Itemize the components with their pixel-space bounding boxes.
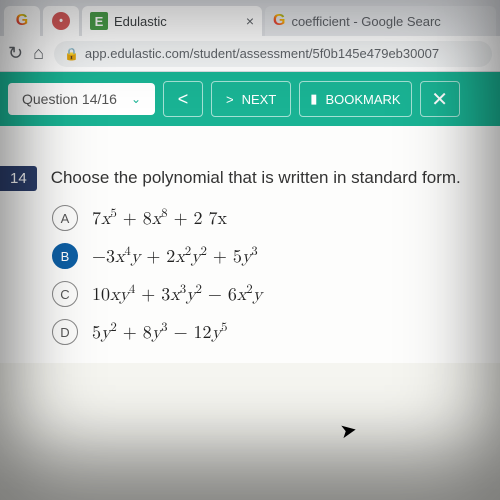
question-number-badge: 14 bbox=[0, 166, 37, 191]
choice-b[interactable]: B −3x4y + 2x2y2 + 5y3 bbox=[52, 243, 482, 269]
tab-title: Edulastic bbox=[114, 14, 167, 29]
tab-account[interactable]: • bbox=[43, 6, 79, 36]
bookmark-button[interactable]: ▮ BOOKMARK bbox=[299, 81, 411, 117]
chevron-down-icon: ⌄ bbox=[131, 92, 141, 106]
choice-a[interactable]: A 7x5 + 8x8 + 2 7x bbox=[52, 205, 482, 231]
choice-expression: −3x4y + 2x2y2 + 5y3 bbox=[92, 245, 258, 268]
prev-button[interactable]: < bbox=[163, 81, 203, 117]
close-button[interactable]: ✕ bbox=[420, 81, 460, 117]
home-icon[interactable]: ⌂ bbox=[33, 43, 44, 64]
lock-icon: 🔒 bbox=[64, 47, 79, 61]
browser-tab-strip: G • E Edulastic × G coefficient - Google… bbox=[0, 0, 500, 36]
edulastic-icon: E bbox=[90, 12, 108, 30]
question-selector[interactable]: Question 14/16 ⌄ bbox=[8, 83, 155, 115]
google-g-icon: G bbox=[16, 12, 28, 30]
close-icon[interactable]: × bbox=[246, 13, 254, 29]
assessment-toolbar: Question 14/16 ⌄ < > NEXT ▮ BOOKMARK ✕ bbox=[0, 72, 500, 126]
next-label: NEXT bbox=[242, 92, 277, 107]
tab-google[interactable]: G bbox=[4, 6, 40, 36]
question-prompt: Choose the polynomial that is written in… bbox=[51, 166, 461, 188]
tab-edulastic[interactable]: E Edulastic × bbox=[82, 6, 262, 36]
choice-letter: C bbox=[52, 281, 78, 307]
cursor-icon: ➤ bbox=[338, 417, 359, 445]
url-text: app.edulastic.com/student/assessment/5f0… bbox=[85, 46, 439, 61]
choice-expression: 10xy4 + 3x3y2 − 6x2y bbox=[92, 283, 262, 306]
question-content: 14 Choose the polynomial that is written… bbox=[0, 126, 500, 363]
avatar-icon: • bbox=[52, 12, 70, 30]
tab-title: coefficient - Google Searc bbox=[291, 14, 440, 29]
chevron-right-icon: > bbox=[226, 92, 234, 107]
bookmark-label: BOOKMARK bbox=[325, 92, 400, 107]
choice-d[interactable]: D 5y2 + 8y3 − 12y5 bbox=[52, 319, 482, 345]
choice-expression: 7x5 + 8x8 + 2 7x bbox=[92, 207, 227, 230]
bookmark-icon: ▮ bbox=[310, 91, 317, 107]
choice-letter: A bbox=[52, 205, 78, 231]
address-field[interactable]: 🔒 app.edulastic.com/student/assessment/5… bbox=[54, 41, 492, 67]
choices-list: A 7x5 + 8x8 + 2 7x B −3x4y + 2x2y2 + 5y3 C 10… bbox=[52, 205, 482, 345]
next-button[interactable]: > NEXT bbox=[211, 81, 291, 117]
question-counter: Question 14/16 bbox=[22, 91, 117, 107]
choice-letter: B bbox=[52, 243, 78, 269]
url-bar: ↻ ⌂ 🔒 app.edulastic.com/student/assessme… bbox=[0, 36, 500, 72]
choice-letter: D bbox=[52, 319, 78, 345]
choice-expression: 5y2 + 8y3 − 12y5 bbox=[92, 321, 227, 344]
tab-google-search[interactable]: G coefficient - Google Searc bbox=[265, 6, 496, 36]
choice-c[interactable]: C 10xy4 + 3x3y2 − 6x2y bbox=[52, 281, 482, 307]
google-g-icon: G bbox=[273, 12, 285, 30]
reload-icon[interactable]: ↻ bbox=[8, 43, 23, 64]
